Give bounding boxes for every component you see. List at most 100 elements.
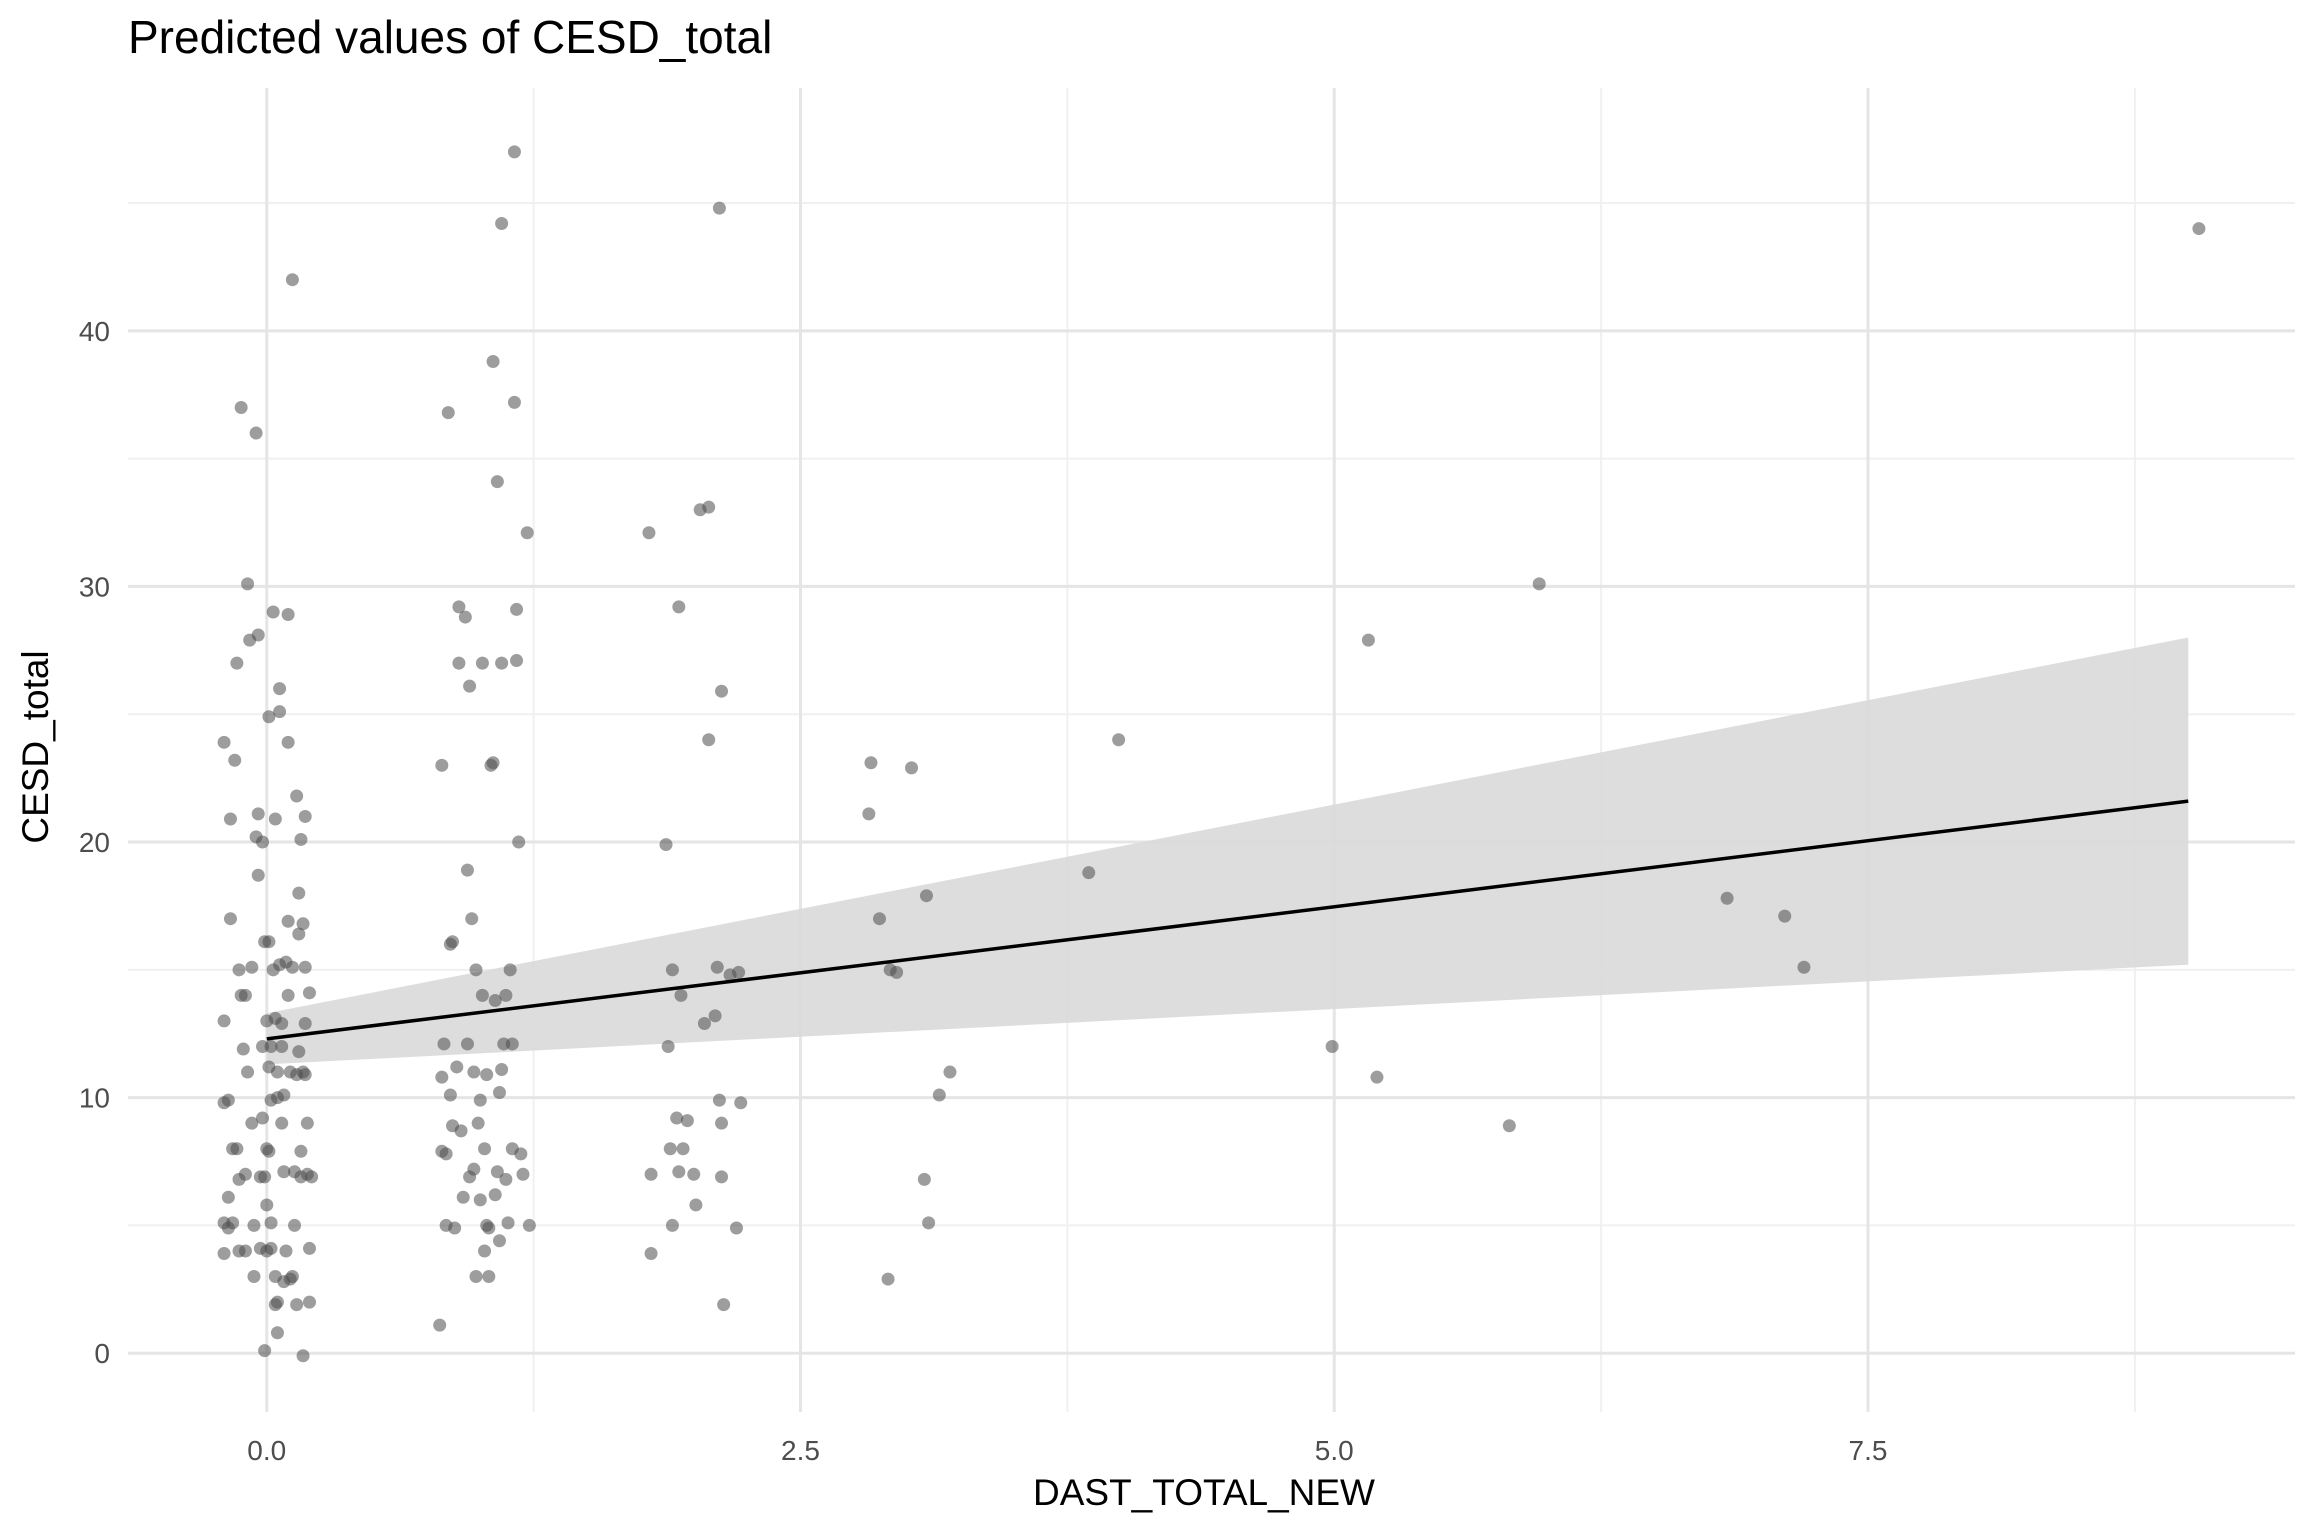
data-point [264, 1216, 278, 1230]
data-point [290, 1298, 304, 1312]
data-point [298, 960, 312, 974]
data-point [238, 1244, 252, 1258]
data-point [680, 1114, 694, 1128]
data-point [245, 960, 259, 974]
data-point [1082, 866, 1096, 880]
data-point [294, 1144, 308, 1158]
data-point [266, 605, 280, 619]
data-point [264, 1039, 278, 1053]
data-point [642, 526, 656, 540]
y-axis-title: CESD_total [15, 650, 56, 843]
data-point [435, 758, 449, 772]
major-gridlines [128, 88, 2295, 1412]
data-point [708, 1009, 722, 1023]
data-point [1112, 733, 1126, 747]
data-point [273, 682, 287, 696]
data-point [281, 608, 295, 622]
data-point [1720, 891, 1734, 905]
x-axis-ticks: 0.0 2.5 5.0 7.5 [247, 1435, 1887, 1466]
data-point [873, 912, 887, 926]
data-point [486, 756, 500, 770]
data-point [450, 1060, 464, 1074]
data-point [490, 1165, 504, 1179]
data-point [439, 1147, 453, 1161]
data-point [264, 1241, 278, 1255]
data-point [258, 1170, 272, 1184]
data-point [514, 1147, 528, 1161]
data-point [300, 1116, 314, 1130]
data-point [223, 912, 237, 926]
data-point [864, 756, 878, 770]
data-point [495, 656, 509, 670]
data-point [260, 1198, 274, 1212]
regression-line [266, 799, 2189, 1041]
data-point [217, 1247, 231, 1261]
y-tick-label: 10 [79, 1083, 110, 1114]
data-point [473, 1093, 487, 1107]
data-point [446, 935, 460, 949]
data-point [281, 914, 295, 928]
data-point [717, 1298, 731, 1312]
data-point [230, 1142, 244, 1156]
data-point [503, 963, 517, 977]
data-point [296, 917, 310, 931]
data-point [298, 1068, 312, 1082]
confidence-band [266, 637, 2189, 1065]
data-point [275, 1116, 289, 1130]
data-point [223, 812, 237, 826]
data-point [279, 1244, 293, 1258]
data-point [437, 1037, 451, 1051]
data-point [644, 1247, 658, 1261]
data-point [452, 600, 466, 614]
x-tick-label: 7.5 [1849, 1435, 1888, 1466]
data-point [245, 1116, 259, 1130]
data-point [480, 1068, 494, 1082]
data-point [697, 1016, 711, 1030]
data-point [499, 988, 513, 1002]
data-point [251, 807, 265, 821]
data-point [292, 1045, 306, 1059]
data-point [2192, 222, 2206, 236]
data-point [275, 1039, 289, 1053]
data-point [467, 1162, 481, 1176]
data-point [1370, 1070, 1384, 1084]
data-point [522, 1218, 536, 1232]
data-point [510, 654, 524, 668]
data-point [247, 1218, 261, 1232]
x-axis-title: DAST_TOTAL_NEW [1033, 1472, 1375, 1513]
data-point [471, 1116, 485, 1130]
data-point [495, 1062, 509, 1076]
data-point [689, 1198, 703, 1212]
data-point [249, 426, 263, 440]
data-point [670, 1111, 684, 1125]
data-point [448, 1221, 462, 1235]
data-point [268, 812, 282, 826]
data-point [881, 1272, 895, 1286]
data-point [290, 789, 304, 803]
data-point [292, 886, 306, 900]
data-point [917, 1172, 931, 1186]
data-point [285, 273, 299, 287]
data-point [469, 963, 483, 977]
data-point [1502, 1119, 1516, 1133]
data-point [273, 705, 287, 719]
data-point [262, 935, 276, 949]
data-point [302, 1295, 316, 1309]
data-point [1532, 577, 1546, 591]
data-point [270, 1295, 284, 1309]
data-point [256, 1111, 270, 1125]
data-point [458, 610, 472, 624]
x-tick-label: 2.5 [781, 1435, 820, 1466]
data-point [676, 1142, 690, 1156]
data-point [729, 1221, 743, 1235]
data-point [687, 1167, 701, 1181]
y-tick-label: 40 [79, 316, 110, 347]
data-point [644, 1167, 658, 1181]
data-point [305, 1170, 319, 1184]
data-point [507, 145, 521, 159]
data-point [258, 1344, 272, 1358]
data-point [443, 1088, 457, 1102]
data-points [217, 145, 2206, 1363]
data-point [478, 1244, 492, 1258]
data-point [217, 735, 231, 749]
